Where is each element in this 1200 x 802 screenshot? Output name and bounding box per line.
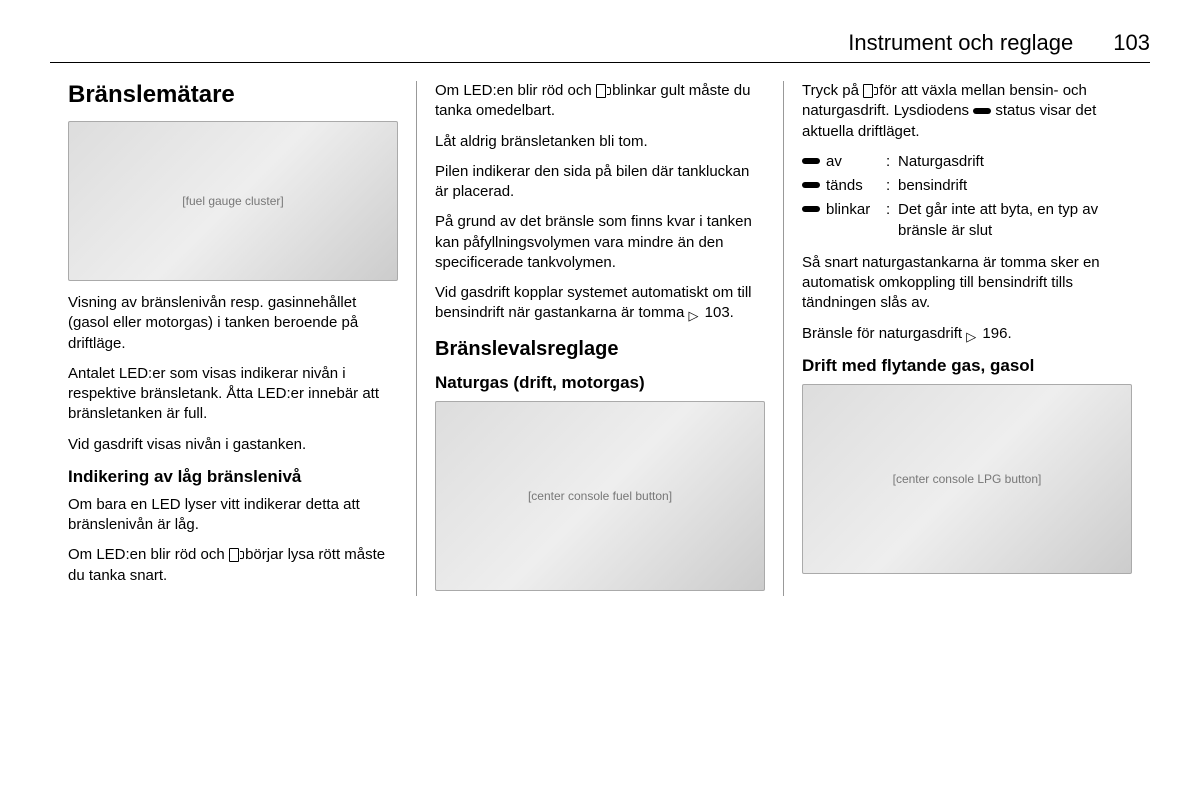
status-key: av [826,152,886,172]
led-icon [802,152,826,172]
status-value: Det går inte att byta, en typ av bränsle… [898,200,1132,241]
image-fuel-gauge: [fuel gauge cluster] [68,121,398,281]
heading-fuel-gauge: Bränslemätare [68,81,398,109]
colon: : [886,152,898,172]
led-icon [973,108,991,114]
column-3: Tryck på för att växla mellan bensin- oc… [784,81,1150,596]
text: Bränsle för naturgasdrift [802,325,966,342]
paragraph: Om bara en LED lyser vitt indikerar dett… [68,495,398,536]
status-key: blinkar [826,200,886,241]
fuel-pump-icon [863,84,875,98]
fuel-pump-icon [229,548,241,562]
heading-low-fuel: Indikering av låg bränslenivå [68,467,398,487]
paragraph: Visning av bränslenivån resp. gasinnehål… [68,293,398,354]
text: Om LED:en blir röd och [68,546,229,563]
colon: : [886,200,898,241]
paragraph: Vid gasdrift kopplar systemet automatisk… [435,283,765,324]
paragraph: Antalet LED:er som visas indikerar nivån… [68,364,398,425]
paragraph: På grund av det bränsle som finns kvar i… [435,212,765,273]
paragraph: Om LED:en blir röd och blinkar gult måst… [435,81,765,122]
column-1: Bränslemätare [fuel gauge cluster] Visni… [50,81,417,596]
heading-natural-gas: Naturgas (drift, motorgas) [435,373,765,393]
paragraph: Låt aldrig bränsletanken bli tom. [435,132,765,152]
header-section: Instrument och reglage [848,30,1073,56]
led-icon [802,176,826,196]
text: Om LED:en blir röd och [435,82,596,99]
heading-fuel-selector: Bränslevalsreglage [435,338,765,361]
table-row: av : Naturgasdrift [802,152,1132,172]
header-page-number: 103 [1113,30,1150,56]
reference-arrow-icon [966,327,978,341]
text: Tryck på [802,82,863,99]
paragraph: Om LED:en blir röd och börjar lysa rött … [68,545,398,586]
fuel-pump-icon [596,84,608,98]
column-2: Om LED:en blir röd och blinkar gult måst… [417,81,784,596]
reference-arrow-icon [688,306,700,320]
image-cng-button: [center console fuel button] [435,401,765,591]
paragraph: Tryck på för att växla mellan bensin- oc… [802,81,1132,142]
table-row: tänds : bensindrift [802,176,1132,196]
status-value: Naturgasdrift [898,152,1132,172]
paragraph: Bränsle för naturgasdrift 196. [802,324,1132,344]
paragraph: Så snart naturgastankarna är tomma sker … [802,253,1132,314]
status-value: bensindrift [898,176,1132,196]
page-header: Instrument och reglage 103 [50,30,1150,63]
colon: : [886,176,898,196]
heading-lpg: Drift med flytande gas, gasol [802,356,1132,376]
content-columns: Bränslemätare [fuel gauge cluster] Visni… [50,81,1150,596]
text: 103. [700,304,733,321]
status-key: tänds [826,176,886,196]
table-row: blinkar : Det går inte att byta, en typ … [802,200,1132,241]
text: 196. [978,325,1011,342]
paragraph: Pilen indikerar den sida på bilen där ta… [435,162,765,203]
image-lpg-button: [center console LPG button] [802,384,1132,574]
led-icon [802,200,826,241]
led-status-table: av : Naturgasdrift tänds : bensindrift b… [802,152,1132,241]
paragraph: Vid gasdrift visas nivån i gastanken. [68,435,398,455]
